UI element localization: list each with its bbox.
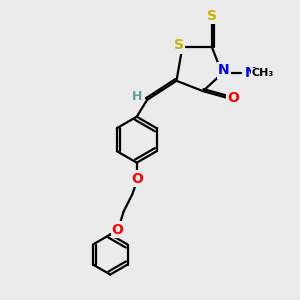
Text: S: S [174, 38, 184, 52]
Text: O: O [112, 223, 124, 236]
Text: CH₃: CH₃ [252, 68, 274, 78]
Text: N: N [245, 66, 256, 80]
Text: H: H [132, 91, 142, 103]
Text: O: O [227, 92, 239, 106]
Text: O: O [131, 172, 143, 186]
Text: S: S [207, 9, 217, 23]
Text: N: N [218, 64, 230, 77]
